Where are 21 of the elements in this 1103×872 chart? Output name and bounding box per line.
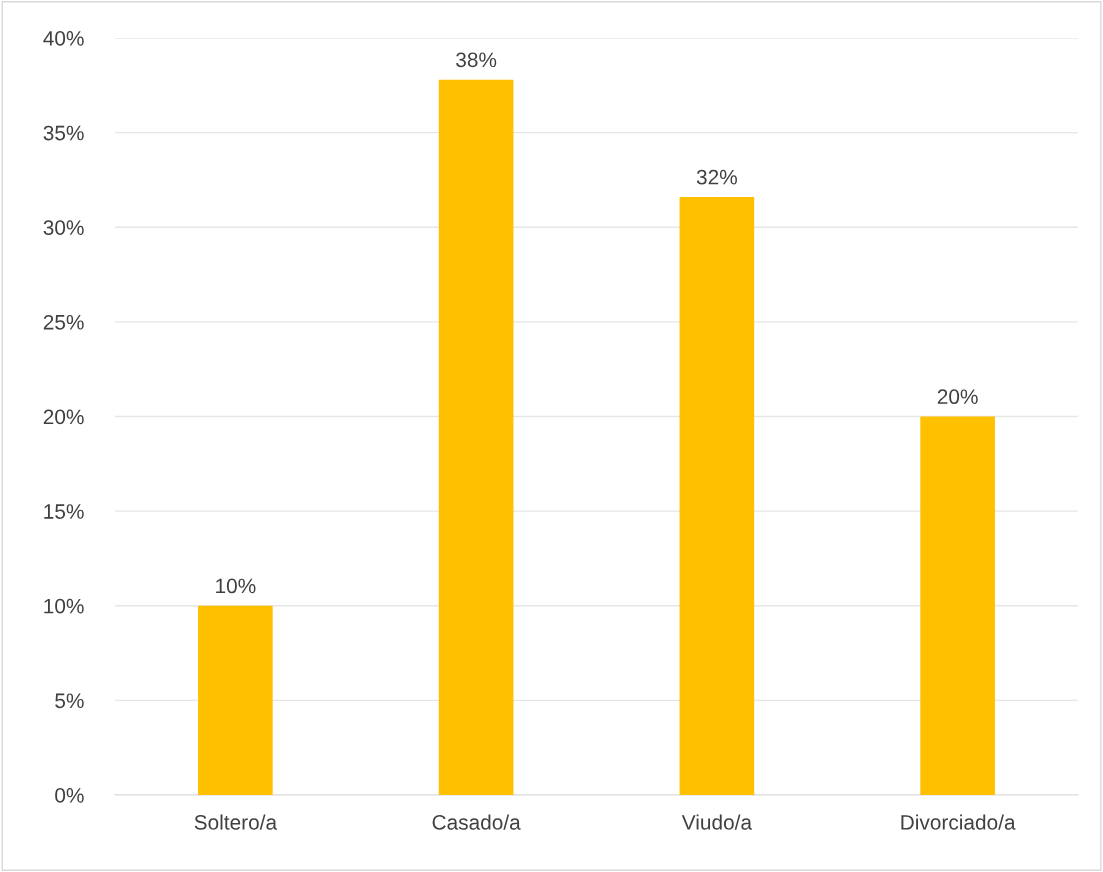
y-tick-label: 0% xyxy=(55,788,84,803)
bar xyxy=(679,196,755,795)
y-tick-label: 15% xyxy=(44,504,84,519)
bar xyxy=(198,605,273,795)
data-label: 32% xyxy=(696,169,737,185)
bar xyxy=(438,79,514,795)
y-tick-label: 25% xyxy=(43,314,84,330)
data-label: 10% xyxy=(216,578,256,594)
y-tick-label: 20% xyxy=(43,409,84,425)
data-label: 38% xyxy=(456,52,497,68)
x-tick-label: Casado/a xyxy=(432,814,521,830)
data-label: 20% xyxy=(937,389,978,405)
x-tick-label: Divorciado/a xyxy=(901,814,1016,830)
y-tick-label: 10% xyxy=(44,598,84,614)
x-tick-label: Soltero/a xyxy=(194,814,278,830)
y-tick-label: 40% xyxy=(43,31,84,46)
y-tick-label: 30% xyxy=(43,220,84,235)
y-tick-label: 5% xyxy=(55,693,84,709)
y-tick-label: 35% xyxy=(43,125,84,141)
bar xyxy=(920,416,995,795)
x-tick-label: Viudo/a xyxy=(681,814,753,830)
